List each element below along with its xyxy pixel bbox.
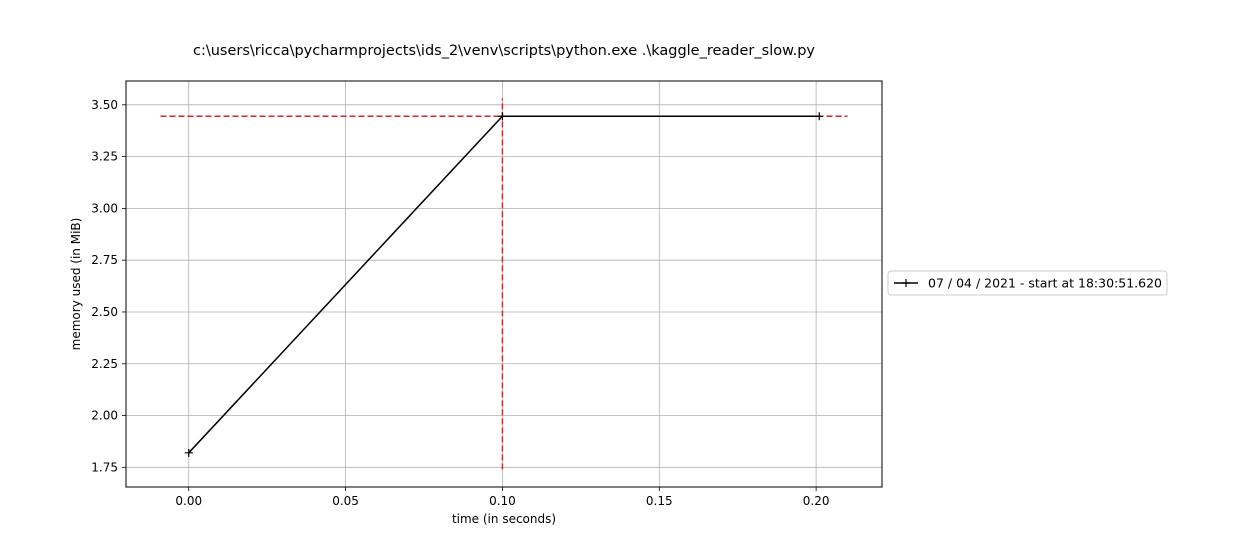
y-tick-label: 2.50 xyxy=(91,305,118,319)
legend: 07 / 04 / 2021 - start at 18:30:51.620 xyxy=(887,270,1168,296)
grid xyxy=(126,81,882,487)
y-tick-label: 2.75 xyxy=(91,253,118,267)
x-tick-label: 0.10 xyxy=(489,494,516,508)
reference-lines xyxy=(160,98,848,470)
x-axis-label: time (in seconds) xyxy=(452,512,556,526)
x-tick-label: 0.00 xyxy=(175,494,202,508)
plot-area xyxy=(125,80,883,488)
x-tick-label: 0.15 xyxy=(646,494,673,508)
y-axis-label: memory used (in MiB) xyxy=(69,218,83,351)
y-tick-label: 3.50 xyxy=(91,98,118,112)
data-point-marker xyxy=(184,448,193,457)
y-tick-label: 1.75 xyxy=(91,460,118,474)
y-tick-label: 2.00 xyxy=(91,409,118,423)
y-tick-label: 3.25 xyxy=(91,150,118,164)
x-tick-label: 0.20 xyxy=(803,494,830,508)
series-layer xyxy=(184,112,824,457)
y-tick-label: 2.25 xyxy=(91,357,118,371)
y-tick-label: 3.00 xyxy=(91,201,118,215)
legend-box xyxy=(887,270,1168,296)
legend-marker xyxy=(902,279,910,287)
series-line xyxy=(188,115,820,454)
x-axis-ticks: 0.00 0.05 0.10 0.15 0.20 xyxy=(175,487,829,508)
x-tick-label: 0.05 xyxy=(332,494,359,508)
data-point-marker xyxy=(498,112,507,121)
y-axis-ticks: 1.75 2.00 2.25 2.50 2.75 3.00 3.25 3.50 xyxy=(91,98,126,474)
chart-title: c:\users\ricca\pycharmprojects\ids_2\ven… xyxy=(193,43,815,59)
legend-label: 07 / 04 / 2021 - start at 18:30:51.620 xyxy=(928,276,1162,291)
data-point-marker xyxy=(815,112,824,121)
